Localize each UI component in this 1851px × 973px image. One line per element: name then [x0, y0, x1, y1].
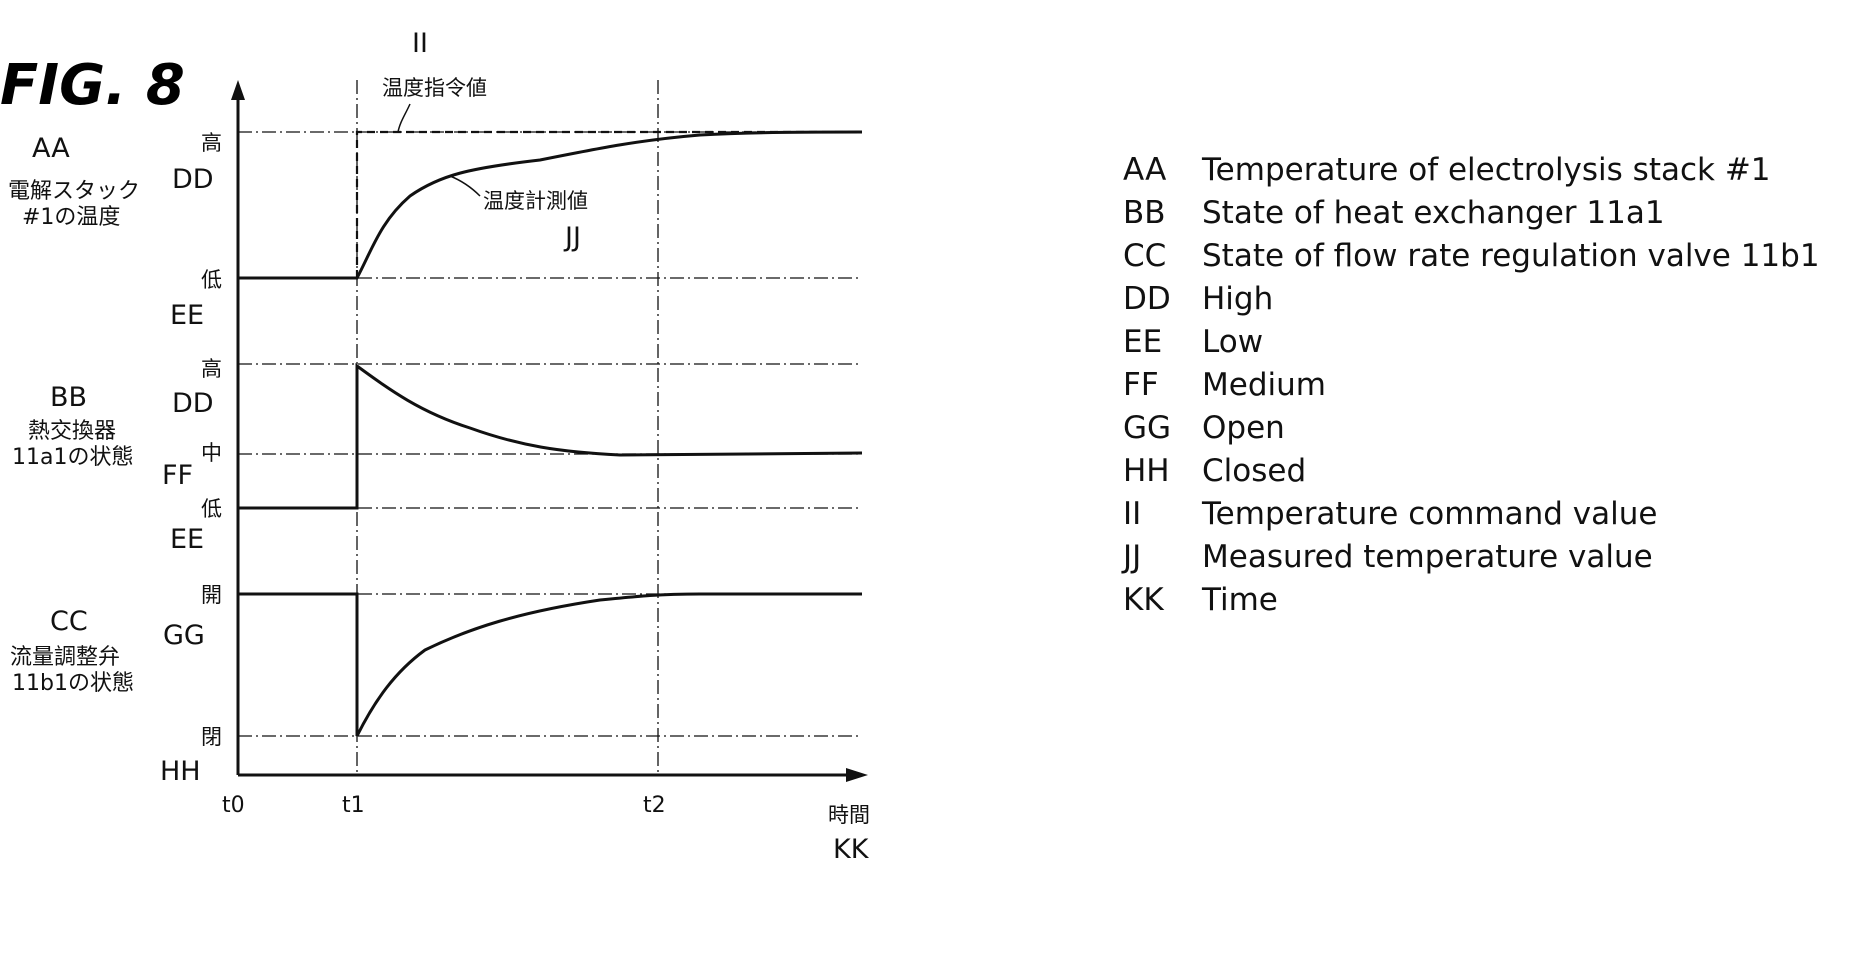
legend-text: Temperature command value — [1201, 496, 1657, 532]
legend-text: Open — [1202, 410, 1285, 446]
bottom-panel-code: CC — [50, 606, 88, 637]
legend-text: State of heat exchanger 11a1 — [1202, 195, 1665, 231]
legend-key: JJ — [1121, 539, 1141, 575]
bottom-panel-jp-line2: 11b1の状態 — [12, 671, 134, 696]
legend-text: Measured temperature value — [1202, 539, 1653, 575]
legend-text: Temperature of electrolysis stack #1 — [1201, 152, 1771, 188]
middle-panel-code: BB — [50, 382, 87, 413]
command-code: II — [412, 28, 428, 59]
legend-text: State of flow rate regulation valve 11b1 — [1202, 238, 1820, 274]
measured-leader-line — [449, 175, 481, 197]
middle-panel-jp-line2: 11a1の状態 — [12, 445, 133, 470]
measured-code: JJ — [563, 222, 581, 253]
legend-text: High — [1202, 281, 1273, 317]
middle-panel-jp-line1: 熱交換器 — [28, 419, 116, 444]
tick-t2: t2 — [643, 793, 666, 818]
legend: AA Temperature of electrolysis stack #1 … — [1121, 152, 1820, 618]
top-low-jp: 低 — [201, 268, 222, 292]
time-label-code: KK — [833, 834, 870, 865]
legend-key: GG — [1123, 410, 1171, 446]
legend-text: Time — [1201, 582, 1278, 618]
measured-jp-label: 温度計測値 — [483, 189, 588, 213]
time-label-jp: 時間 — [828, 803, 870, 827]
legend-key: EE — [1123, 324, 1162, 360]
middle-high-code: DD — [172, 388, 214, 419]
middle-medium-code: FF — [162, 460, 193, 491]
legend-key: AA — [1123, 152, 1166, 188]
middle-low-jp: 低 — [201, 497, 222, 521]
valve-state-curve — [238, 592, 862, 737]
middle-low-code: EE — [170, 524, 204, 555]
y-axis-arrow — [231, 80, 245, 100]
figure-title: FIG. 8 — [0, 53, 185, 118]
legend-key: FF — [1123, 367, 1159, 403]
tick-t1: t1 — [342, 793, 365, 818]
legend-key: II — [1123, 496, 1141, 532]
legend-key: BB — [1123, 195, 1166, 231]
middle-medium-jp: 中 — [201, 441, 222, 465]
bottom-open-code: GG — [163, 620, 205, 651]
legend-text: Low — [1202, 324, 1263, 360]
legend-key: DD — [1123, 281, 1171, 317]
legend-key: CC — [1123, 238, 1166, 274]
time-axis-arrow — [846, 768, 868, 782]
legend-key: HH — [1123, 453, 1170, 489]
top-panel-code: AA — [32, 133, 70, 164]
legend-text: Closed — [1202, 453, 1306, 489]
command-leader-line — [397, 103, 411, 133]
top-high-code: DD — [172, 164, 214, 195]
bottom-panel-jp-line1: 流量調整弁 — [10, 645, 120, 670]
bottom-closed-jp: 閉 — [201, 725, 222, 749]
bottom-open-jp: 開 — [201, 583, 222, 607]
heat-exchanger-curve — [238, 363, 863, 510]
tick-t0: t0 — [222, 793, 245, 818]
command-jp-label: 温度指令値 — [382, 76, 487, 100]
bottom-closed-code: HH — [160, 756, 201, 787]
top-panel-jp-line1: 電解スタック — [8, 179, 140, 204]
legend-text: Medium — [1202, 367, 1326, 403]
legend-key: KK — [1123, 582, 1164, 618]
measured-temperature-curve — [238, 130, 863, 280]
top-high-jp: 高 — [201, 131, 222, 155]
top-low-code: EE — [170, 300, 204, 331]
middle-high-jp: 高 — [201, 357, 222, 381]
top-panel-jp-line2: #1の温度 — [22, 205, 120, 230]
